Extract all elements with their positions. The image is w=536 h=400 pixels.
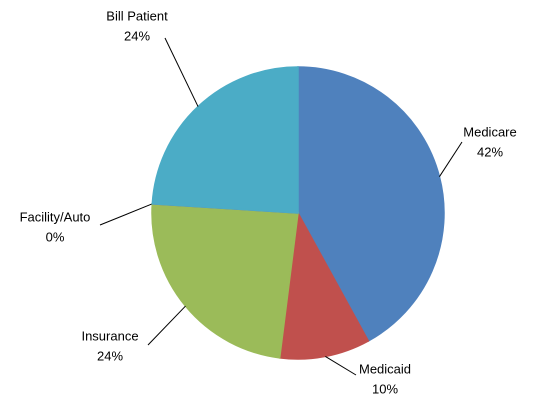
slice-value-label: 0%	[46, 229, 65, 244]
slice-label: Medicaid	[359, 361, 411, 376]
slice-value-label: 10%	[372, 381, 398, 396]
leader-line	[325, 355, 357, 376]
pie-slice	[151, 203, 299, 359]
pie-slice	[278, 210, 370, 360]
slice-value-label: 24%	[97, 348, 123, 363]
slice-value-label: 42%	[477, 144, 503, 159]
pie-slice	[151, 66, 299, 214]
leader-line	[147, 305, 186, 346]
pie-slice	[297, 66, 445, 342]
slice-label: Bill Patient	[106, 8, 168, 23]
slice-value-label: 24%	[124, 28, 150, 43]
leader-line	[164, 37, 199, 107]
leader-line	[99, 203, 153, 226]
slice-label: Medicare	[463, 124, 516, 139]
leader-line	[438, 141, 463, 177]
slice-label: Facility/Auto	[20, 209, 91, 224]
slice-label: Insurance	[81, 328, 138, 343]
